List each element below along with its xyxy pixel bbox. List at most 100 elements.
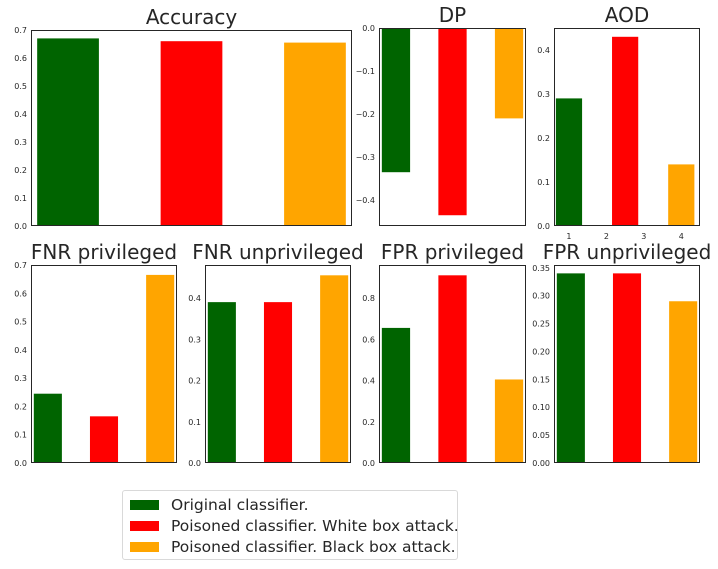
figure: 0.0 0.1 0.2 0.3 0.4 0.5 0.6 0.7 Accuracy 0.0 −0.1 −… — [14, 3, 711, 468]
bar-fpr-privileged-2 — [438, 275, 467, 463]
ytick-label-fnr-unprivileged: 0.3 — [188, 335, 201, 344]
legend-item-white-box: Poisoned classifier. White box attack. — [130, 515, 459, 536]
ytick-label-fnr-privileged: 0.0 — [14, 459, 27, 468]
bar-dp-3 — [494, 28, 524, 119]
ytick-label-fpr-privileged: 0.8 — [362, 294, 375, 303]
ytick-label-dp: −0.3 — [356, 153, 375, 162]
chart-fnr-unprivileged: 0.0 0.1 0.2 0.3 0.4 FNR unprivileged — [188, 240, 363, 468]
ytick-label-fnr-privileged: 0.1 — [14, 431, 27, 440]
chart-title-aod: AOD — [605, 3, 649, 27]
ytick-label-accuracy: 0.3 — [14, 138, 27, 147]
ytick-label-fnr-privileged: 0.5 — [14, 318, 27, 327]
xtick-label-aod: 2 — [604, 232, 609, 241]
chart-title-fpr-unprivileged: FPR unprivileged — [543, 240, 712, 264]
ytick-label-fpr-unprivileged: 0.20 — [532, 347, 550, 356]
bar-fnr-privileged-3 — [146, 274, 175, 463]
bar-fpr-privileged-1 — [381, 327, 411, 463]
axes-frame-dp — [379, 28, 526, 226]
ytick-label-dp: −0.4 — [356, 196, 375, 205]
bar-accuracy-2 — [160, 41, 223, 227]
bar-aod-3 — [668, 164, 695, 226]
ytick-label-accuracy: 0.5 — [14, 82, 27, 91]
ytick-label-accuracy: 0.0 — [14, 222, 27, 231]
ytick-label-fnr-privileged: 0.4 — [14, 346, 27, 355]
ytick-label-fpr-unprivileged: 0.00 — [532, 459, 550, 468]
bar-fpr-unprivileged-2 — [612, 273, 642, 463]
ytick-label-fnr-unprivileged: 0.4 — [188, 294, 201, 303]
ytick-label-fpr-privileged: 0.2 — [362, 418, 375, 427]
bar-fnr-privileged-1 — [33, 393, 62, 463]
bar-fnr-unprivileged-3 — [320, 275, 349, 463]
legend-swatch-black-box — [130, 541, 159, 552]
ytick-label-aod: 0.2 — [537, 134, 550, 143]
ytick-label-fpr-unprivileged: 0.15 — [532, 375, 550, 384]
bar-fnr-privileged-2 — [89, 416, 119, 463]
chart-title-fnr-privileged: FNR privileged — [31, 240, 177, 264]
bar-dp-1 — [381, 28, 411, 173]
bar-fpr-unprivileged-1 — [556, 273, 585, 463]
ytick-label-dp: −0.2 — [356, 110, 375, 119]
legend-swatch-white-box — [130, 520, 159, 531]
axes-frame-fpr-privileged — [379, 265, 526, 463]
ytick-label-fpr-unprivileged: 0.30 — [532, 292, 550, 301]
ytick-label-accuracy: 0.7 — [14, 26, 27, 35]
legend-item-black-box: Poisoned classifier. Black box attack. — [130, 536, 457, 557]
legend-item-original: Original classifier. — [130, 494, 457, 515]
ytick-label-fpr-privileged: 0.6 — [362, 335, 375, 344]
ytick-label-accuracy: 0.1 — [14, 194, 27, 203]
bar-fnr-unprivileged-2 — [263, 302, 293, 464]
bar-aod-1 — [555, 98, 583, 226]
xtick-label-aod: 1 — [566, 232, 571, 241]
ytick-label-dp: 0.0 — [362, 24, 375, 33]
chart-dp: 0.0 −0.1 −0.2 −0.3 −0.4 DP — [356, 3, 526, 226]
legend-label-white-box: Poisoned classifier. White box attack. — [171, 516, 459, 535]
bar-accuracy-1 — [37, 38, 99, 227]
ytick-label-accuracy: 0.6 — [14, 54, 27, 63]
bar-fpr-privileged-3 — [494, 379, 524, 463]
ytick-label-dp: −0.1 — [356, 67, 375, 76]
ytick-label-aod: 0.1 — [537, 178, 550, 187]
bar-dp-2 — [438, 28, 467, 216]
chart-title-fpr-privileged: FPR privileged — [381, 240, 524, 264]
bar-aod-2 — [612, 36, 639, 226]
chart-aod: 0.0 0.1 0.2 0.3 0.4 1 2 3 4 AOD — [537, 3, 700, 241]
ytick-label-fnr-privileged: 0.3 — [14, 374, 27, 383]
ytick-label-fpr-unprivileged: 0.10 — [532, 403, 550, 412]
axes-frame-fnr-privileged — [31, 265, 177, 463]
ytick-label-accuracy: 0.2 — [14, 166, 27, 175]
chart-title-accuracy: Accuracy — [146, 5, 237, 29]
chart-fpr-privileged: 0.0 0.2 0.4 0.6 0.8 FPR privileged — [362, 240, 526, 468]
ytick-label-fpr-privileged: 0.4 — [362, 377, 375, 386]
ytick-label-aod: 0.0 — [537, 222, 550, 231]
ytick-label-fnr-unprivileged: 0.2 — [188, 377, 201, 386]
bar-fnr-unprivileged-1 — [207, 302, 236, 464]
legend-swatch-original — [130, 499, 159, 510]
axes-frame-accuracy — [31, 30, 352, 226]
xtick-label-aod: 4 — [679, 232, 684, 241]
chart-accuracy: 0.0 0.1 0.2 0.3 0.4 0.5 0.6 0.7 Accuracy — [14, 5, 352, 231]
ytick-label-fnr-privileged: 0.2 — [14, 402, 27, 411]
axes-frame-aod — [554, 28, 700, 226]
ytick-label-fnr-privileged: 0.7 — [14, 261, 27, 270]
legend-label-black-box: Poisoned classifier. Black box attack. — [171, 537, 456, 556]
legend: Original classifier. Poisoned classifier… — [122, 490, 459, 560]
axes-frame-fpr-unprivileged — [554, 265, 700, 463]
chart-title-fnr-unprivileged: FNR unprivileged — [192, 240, 364, 264]
ytick-label-fpr-unprivileged: 0.25 — [532, 320, 550, 329]
axes-frame-fnr-unprivileged — [205, 265, 351, 463]
legend-label-original: Original classifier. — [171, 495, 309, 514]
ytick-label-aod: 0.4 — [537, 46, 550, 55]
ytick-label-accuracy: 0.4 — [14, 110, 27, 119]
ytick-label-fpr-unprivileged: 0.05 — [532, 431, 550, 440]
ytick-label-fpr-unprivileged: 0.35 — [532, 264, 550, 273]
ytick-label-aod: 0.3 — [537, 90, 550, 99]
ytick-label-fnr-privileged: 0.6 — [14, 289, 27, 298]
ytick-label-fnr-unprivileged: 0.1 — [188, 418, 201, 427]
ytick-label-fpr-privileged: 0.0 — [362, 459, 375, 468]
xtick-label-aod: 3 — [641, 232, 646, 241]
bar-accuracy-3 — [284, 42, 346, 226]
bar-fpr-unprivileged-3 — [669, 301, 698, 463]
ytick-label-fnr-unprivileged: 0.0 — [188, 459, 201, 468]
chart-title-dp: DP — [439, 3, 466, 27]
